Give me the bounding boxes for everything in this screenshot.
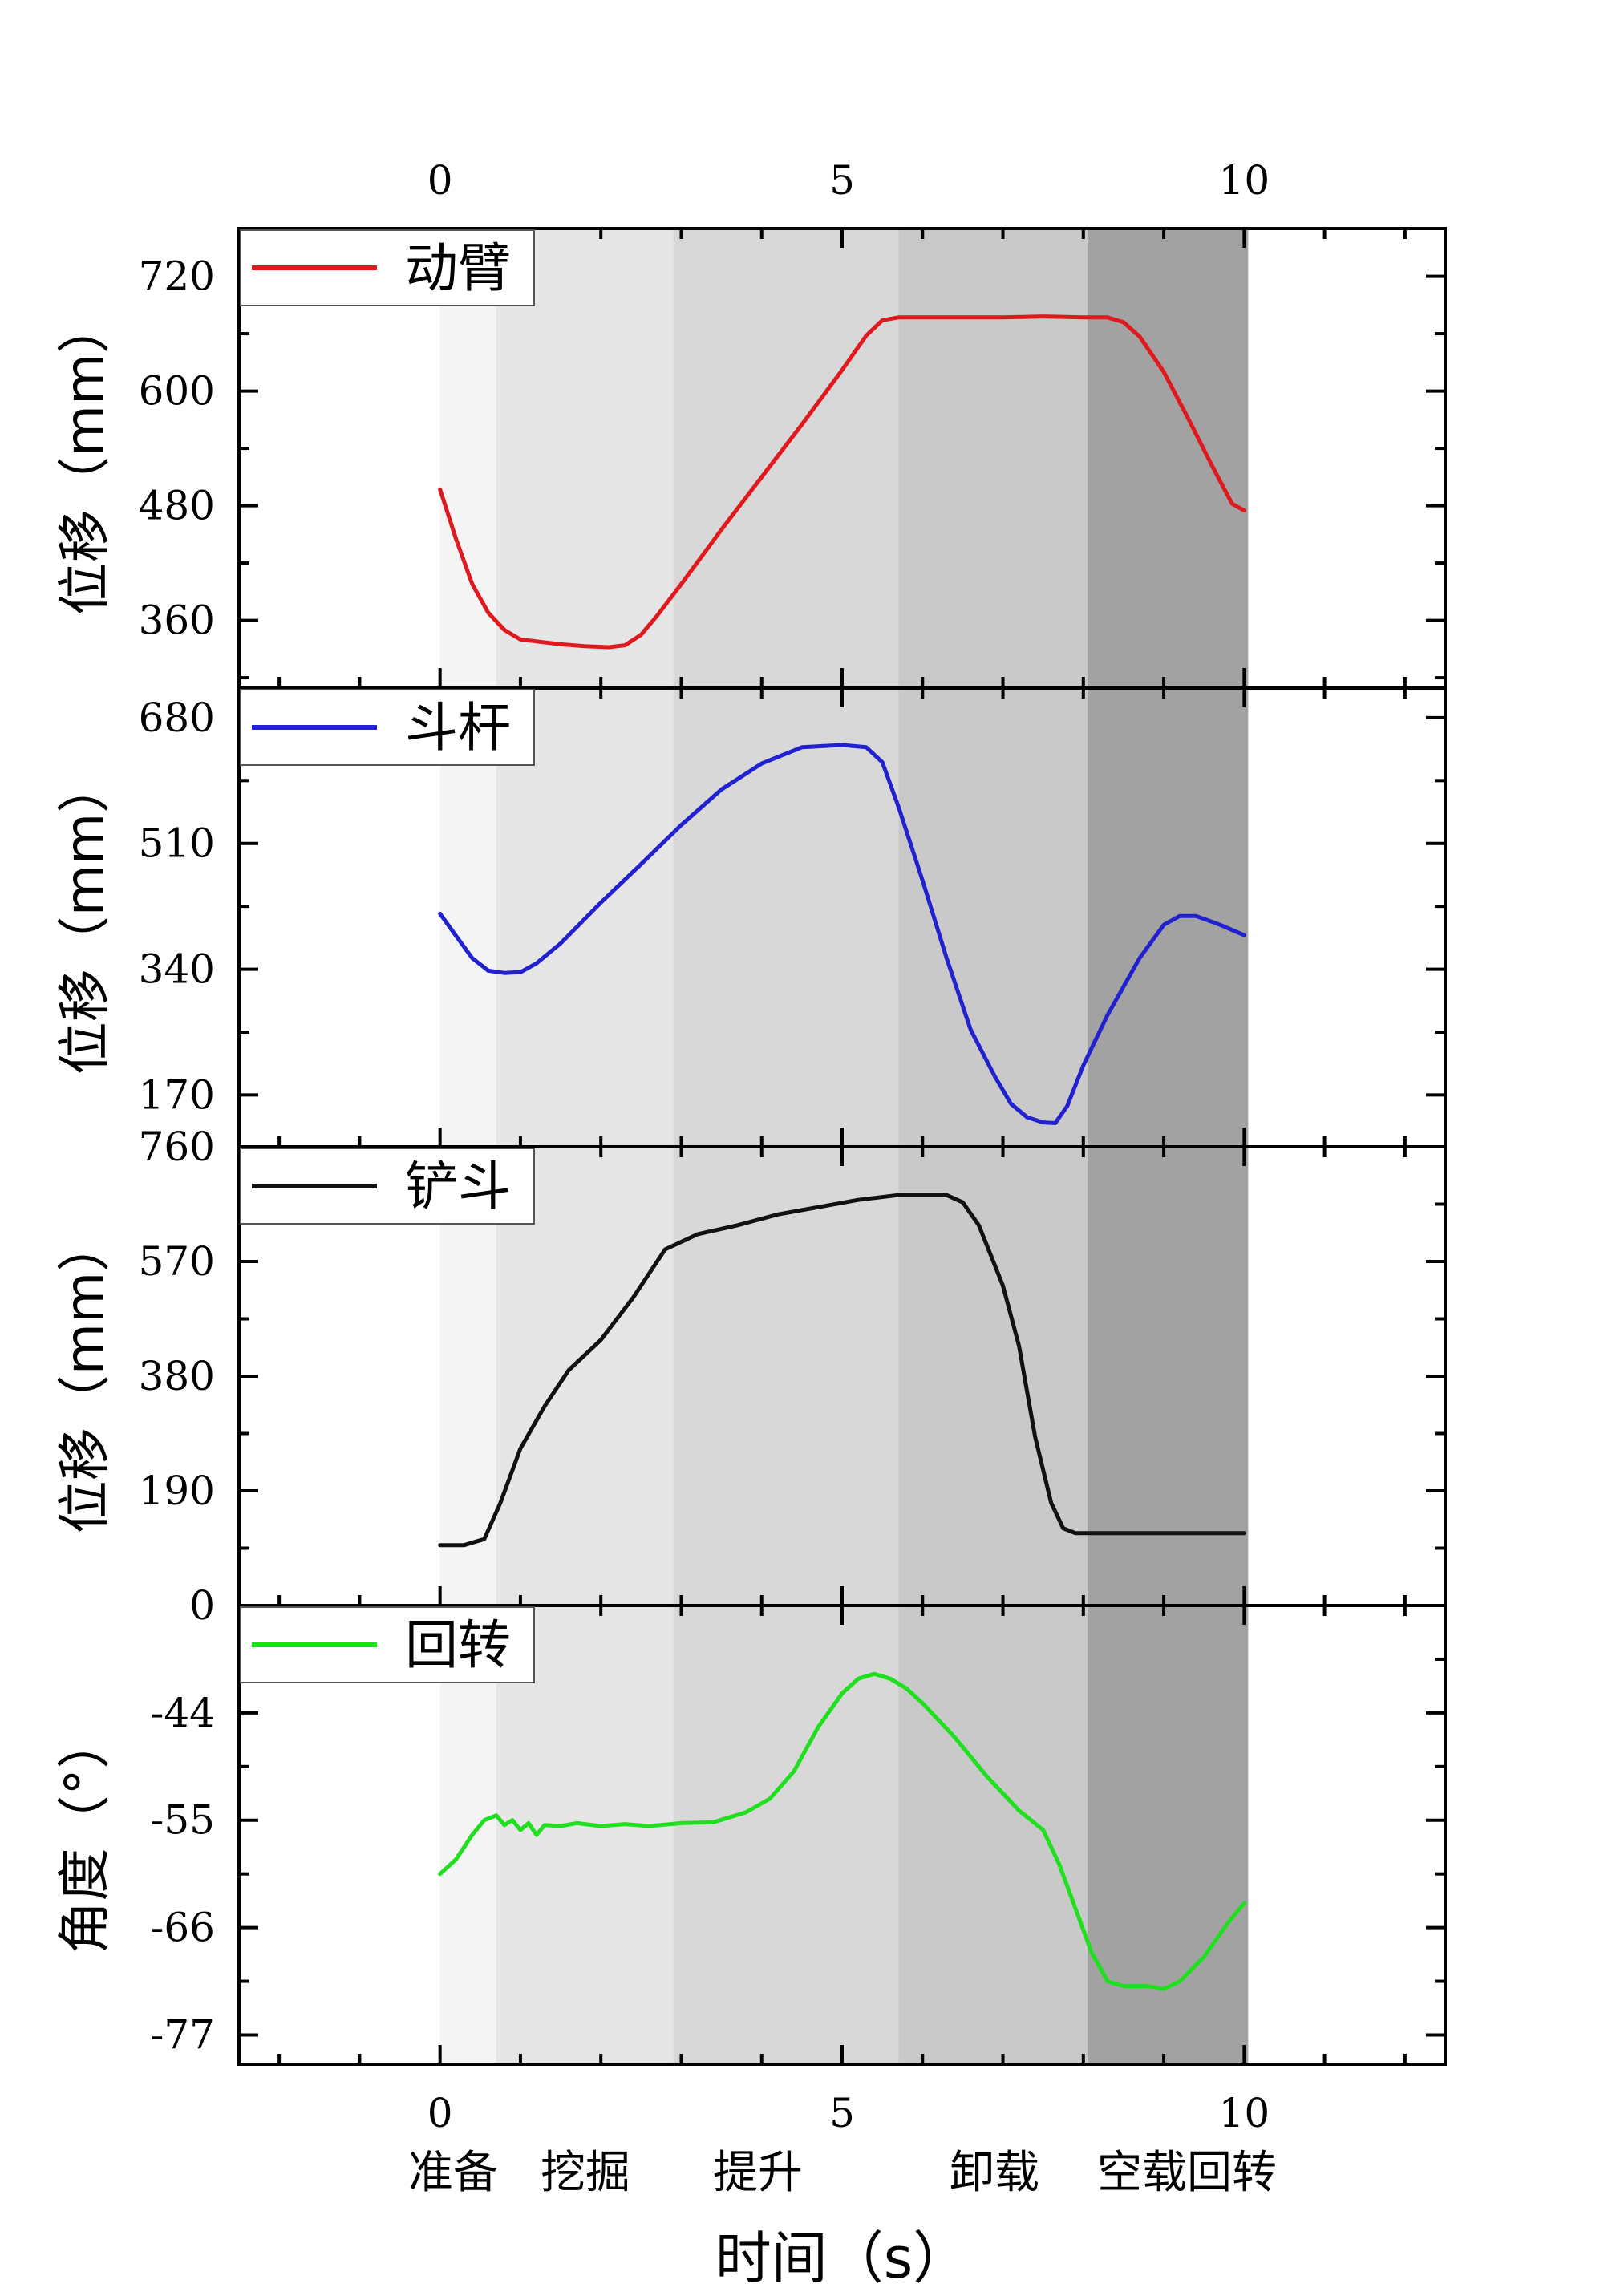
panel-frames	[237, 227, 1447, 2066]
x-tick-label-top: 0	[427, 157, 453, 204]
legend-label-3: 铲斗	[405, 1156, 511, 1217]
phase-label-2: 提升	[713, 2147, 803, 2199]
phase-label-3: 卸载	[950, 2147, 1039, 2199]
y-tick-label: -55	[150, 1797, 215, 1844]
y-tick-label: 600	[139, 368, 215, 415]
y-axis-title-4: 角度（°）	[54, 1716, 115, 1954]
y-tick-label: 570	[139, 1238, 215, 1285]
y-tick-label: 340	[139, 946, 215, 993]
y-tick-label: 190	[139, 1468, 215, 1514]
x-tick-label-bottom: 0	[427, 2090, 453, 2136]
phase-label-4: 空载回转	[1097, 2147, 1277, 2199]
y-axis-title-2: 位移（mm）	[54, 760, 115, 1075]
y-tick-label: 480	[139, 483, 215, 529]
y-tick-label: 170	[139, 1071, 215, 1118]
x-tick-label-bottom: 5	[829, 2090, 855, 2136]
y-tick-label: 0	[189, 1582, 215, 1629]
y-tick-label: 760	[139, 1124, 215, 1170]
series-line-3	[438, 1193, 1246, 1548]
y-tick-label: -66	[150, 1905, 215, 1951]
y-axis-title-1: 位移（mm）	[54, 301, 115, 616]
y-tick-label: -44	[150, 1690, 215, 1736]
y-tick-label: 680	[139, 694, 215, 741]
x-tick-label-top: 5	[829, 157, 855, 204]
legend-label-1: 动臂	[405, 237, 511, 299]
x-axis-title: 时间（s）	[715, 2225, 969, 2291]
y-tick-label: 720	[139, 253, 215, 300]
x-tick-label-bottom: 10	[1219, 2090, 1270, 2136]
y-tick-label: 510	[139, 820, 215, 867]
axis-labels: 360480600720位移（mm）170340510680位移（mm）0190…	[54, 157, 1277, 2291]
series-line-4	[438, 1671, 1246, 1991]
y-tick-label: -77	[150, 2011, 215, 2058]
series-line-2	[438, 743, 1246, 1125]
legend-label-2: 斗杆	[405, 697, 511, 759]
phase-label-1: 挖掘	[541, 2147, 630, 2199]
x-tick-label-top: 10	[1219, 157, 1270, 204]
y-tick-label: 380	[139, 1353, 215, 1399]
series-line-1	[438, 314, 1246, 650]
y-tick-label: 360	[139, 597, 215, 644]
phase-label-0: 准备	[408, 2147, 498, 2199]
legend-label-4: 回转	[405, 1614, 511, 1676]
series-lines	[438, 314, 1246, 1991]
y-axis-title-3: 位移（mm）	[54, 1219, 115, 1534]
